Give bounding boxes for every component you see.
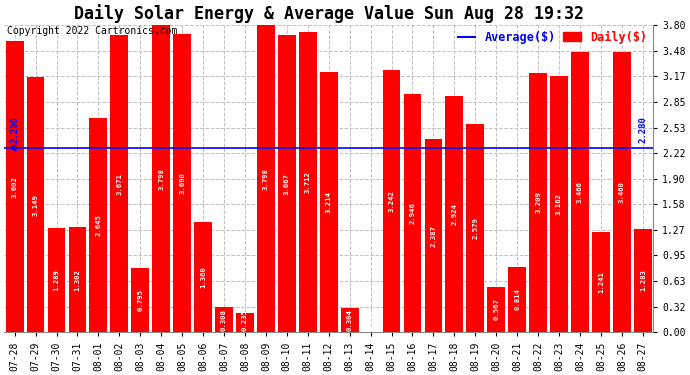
Text: 3.798: 3.798 (263, 168, 269, 190)
Text: 3.466: 3.466 (577, 181, 583, 203)
Text: 2.946: 2.946 (409, 202, 415, 224)
Bar (509, 267, 526, 332)
Text: 3.798: 3.798 (158, 168, 164, 190)
Text: 3.690: 3.690 (179, 172, 185, 194)
Text: 3.214: 3.214 (326, 191, 332, 213)
Text: 3.162: 3.162 (556, 194, 562, 215)
Text: 3.460: 3.460 (619, 182, 625, 203)
Text: 1.241: 1.241 (598, 271, 604, 293)
Text: 0.235: 0.235 (242, 309, 248, 331)
Bar (257, 25, 275, 332)
Text: 0.814: 0.814 (514, 288, 520, 310)
Bar (90, 118, 108, 332)
Bar (550, 76, 568, 332)
Bar (48, 228, 66, 332)
Text: 1.289: 1.289 (54, 269, 59, 291)
Bar (110, 35, 128, 332)
Text: 3.242: 3.242 (388, 190, 395, 212)
Bar (236, 314, 254, 332)
Bar (383, 70, 400, 332)
Bar (592, 232, 610, 332)
Text: 2.280: 2.280 (10, 116, 19, 143)
Text: 3.667: 3.667 (284, 173, 290, 195)
Text: 2.924: 2.924 (451, 203, 457, 225)
Bar (571, 52, 589, 332)
Title: Daily Solar Energy & Average Value Sun Aug 28 19:32: Daily Solar Energy & Average Value Sun A… (74, 4, 584, 23)
Bar (194, 222, 212, 332)
Bar (487, 286, 505, 332)
Text: 0.009: 0.009 (368, 309, 373, 331)
Bar (152, 25, 170, 332)
Text: 3.712: 3.712 (305, 171, 310, 193)
Bar (131, 268, 149, 332)
Bar (466, 124, 484, 332)
Text: Copyright 2022 Cartronics.com: Copyright 2022 Cartronics.com (7, 26, 177, 36)
Bar (173, 34, 191, 332)
Bar (446, 96, 463, 332)
Bar (278, 36, 296, 332)
Bar (215, 308, 233, 332)
Bar (299, 32, 317, 332)
Text: 1.283: 1.283 (640, 270, 646, 291)
Text: 0.795: 0.795 (137, 289, 144, 311)
Bar (320, 72, 337, 332)
Bar (341, 308, 359, 332)
Text: 3.209: 3.209 (535, 192, 541, 213)
Bar (613, 52, 631, 332)
Bar (634, 228, 652, 332)
Text: 3.149: 3.149 (32, 194, 39, 216)
Text: 1.302: 1.302 (75, 269, 81, 291)
Text: 1.360: 1.360 (200, 266, 206, 288)
Bar (424, 139, 442, 332)
Bar (27, 77, 44, 332)
Text: 0.304: 0.304 (346, 309, 353, 331)
Bar (68, 227, 86, 332)
Text: 0.567: 0.567 (493, 298, 500, 320)
Text: 3.671: 3.671 (117, 173, 122, 195)
Bar (529, 73, 547, 332)
Legend: Average($), Daily($): Average($), Daily($) (453, 26, 652, 48)
Text: 2.387: 2.387 (431, 225, 437, 247)
Text: 2.579: 2.579 (473, 217, 478, 239)
Text: 2.280: 2.280 (638, 116, 647, 143)
Text: 2.645: 2.645 (95, 214, 101, 236)
Text: 0.308: 0.308 (221, 309, 227, 331)
Text: 3.602: 3.602 (12, 176, 18, 198)
Bar (404, 94, 422, 332)
Bar (6, 41, 23, 332)
